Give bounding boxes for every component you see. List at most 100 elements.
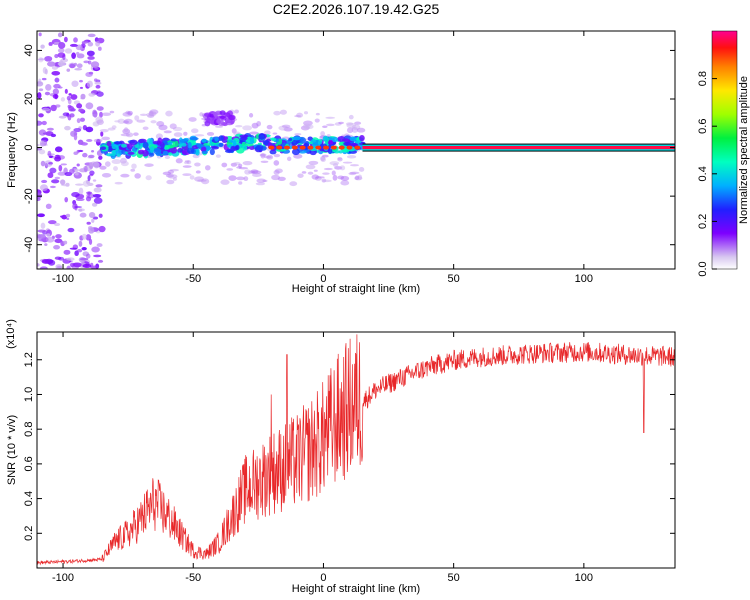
snr-series-line xyxy=(37,334,675,566)
colorbar-tick-label: 0.6 xyxy=(697,119,709,134)
heatmap-cell xyxy=(221,162,228,168)
y-tick-label: 0.2 xyxy=(23,526,35,541)
heatmap-cell xyxy=(346,127,354,134)
heatmap-cell xyxy=(114,120,121,123)
heatmap-cell xyxy=(160,142,165,149)
heatmap-cell xyxy=(249,131,259,135)
heatmap-cell xyxy=(333,150,340,154)
heatmap-cell xyxy=(58,164,63,172)
heatmap-cell xyxy=(73,151,79,155)
heatmap-cell xyxy=(201,150,208,155)
heatmap-cell xyxy=(303,111,309,115)
heatmap-cell xyxy=(94,81,102,85)
heatmap-cell xyxy=(189,175,195,180)
heatmap-cell xyxy=(74,183,84,186)
heatmap-cell xyxy=(65,213,71,218)
heatmap-cell xyxy=(234,109,239,114)
heatmap-cell xyxy=(201,178,210,185)
heatmap-cell xyxy=(57,52,66,58)
heatmap-cell xyxy=(60,179,66,185)
heatmap-cell xyxy=(88,154,95,158)
heatmap-cell xyxy=(238,163,243,168)
heatmap-cell xyxy=(354,121,362,125)
heatmap-cell xyxy=(106,141,112,147)
heatmap-cell xyxy=(86,221,91,225)
heatmap-cell xyxy=(98,225,106,233)
heatmap-cell xyxy=(79,117,86,122)
heatmap-cell xyxy=(338,145,345,150)
heatmap-cell xyxy=(53,245,61,250)
heatmap-cell xyxy=(68,93,72,96)
heatmap-cell xyxy=(169,123,177,130)
heatmap-cell xyxy=(358,166,365,172)
heatmap-cell xyxy=(331,170,336,176)
heatmap-cell xyxy=(37,148,43,151)
heatmap-cell xyxy=(225,112,230,118)
heatmap-cell xyxy=(81,247,87,251)
heatmap-cell xyxy=(167,141,173,146)
heatmap-cell xyxy=(307,171,314,175)
heatmap-cell xyxy=(85,72,93,77)
heatmap-cell xyxy=(48,42,53,46)
heatmap-cell xyxy=(54,146,63,153)
heatmap-cell xyxy=(66,95,71,101)
heatmap-cell xyxy=(125,132,134,138)
heatmap-cell xyxy=(69,43,78,47)
heatmap-cell xyxy=(148,152,155,157)
heatmap-cell xyxy=(264,130,271,135)
heatmap-cell xyxy=(142,126,149,130)
heatmap-cell xyxy=(218,142,224,147)
heatmap-cell xyxy=(41,259,51,264)
heatmap-cell xyxy=(95,84,101,89)
heatmap-cell xyxy=(63,240,68,245)
heatmap-cell xyxy=(99,111,103,118)
heatmap-cell xyxy=(78,208,83,212)
y-tick-label: 40 xyxy=(23,44,35,56)
heatmap-cell xyxy=(251,122,259,129)
spectrogram-x-label: Height of straight line (km) xyxy=(292,283,420,295)
heatmap-cell xyxy=(76,118,81,124)
heatmap-cell xyxy=(301,171,307,174)
heatmap-cell xyxy=(242,145,248,151)
heatmap-cell xyxy=(289,181,298,187)
heatmap-cell xyxy=(240,136,248,141)
heatmap-cell xyxy=(37,229,46,233)
heatmap-cell xyxy=(294,115,302,118)
heatmap-cell xyxy=(42,66,47,74)
heatmap-cell xyxy=(69,247,78,250)
heatmap-cell xyxy=(220,179,230,185)
colorbar-tick-label: 0.2 xyxy=(697,214,709,229)
heatmap-cell xyxy=(41,179,48,184)
heatmap-cell xyxy=(39,140,45,147)
heatmap-cell xyxy=(175,158,183,164)
heatmap-cell xyxy=(215,154,221,158)
colorbar-tick-label: 0.8 xyxy=(697,71,709,86)
heatmap-cell xyxy=(273,153,281,158)
heatmap-cell xyxy=(342,161,353,164)
heatmap-cell xyxy=(63,249,71,255)
heatmap-cell xyxy=(82,263,92,269)
heatmap-cell xyxy=(271,137,277,142)
heatmap-cell xyxy=(116,153,121,157)
x-tick-label: -100 xyxy=(52,273,74,285)
heatmap-cell xyxy=(57,32,63,38)
heatmap-cell xyxy=(93,187,102,193)
heatmap-cell xyxy=(78,141,86,144)
heatmap-cell xyxy=(323,167,333,171)
heatmap-cell xyxy=(343,141,351,146)
heatmap-cell xyxy=(182,173,192,176)
heatmap-cell xyxy=(79,79,83,83)
heatmap-cell xyxy=(216,118,221,124)
heatmap-cell xyxy=(326,123,335,127)
heatmap-cell xyxy=(165,110,173,117)
heatmap-cell xyxy=(82,40,89,44)
heatmap-cell xyxy=(189,137,199,141)
heatmap-cell xyxy=(71,52,76,59)
y-tick-label: 1.0 xyxy=(23,387,35,402)
x-tick-label: 0 xyxy=(320,273,326,285)
heatmap-cell xyxy=(183,161,190,165)
heatmap-cell xyxy=(97,259,104,263)
heatmap-cell xyxy=(313,169,318,172)
heatmap-cell xyxy=(191,128,199,134)
heatmap-cell xyxy=(321,178,327,183)
